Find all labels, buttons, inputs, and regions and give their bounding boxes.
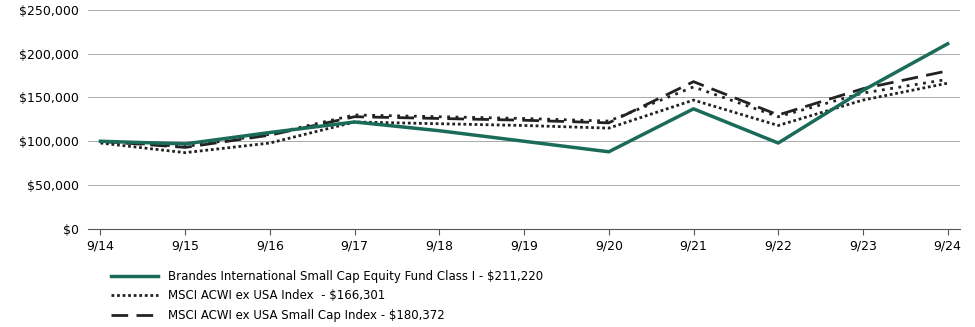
- Legend: Brandes International Small Cap Equity Fund Class I - $211,220, MSCI ACWI ex USA: Brandes International Small Cap Equity F…: [111, 270, 543, 327]
